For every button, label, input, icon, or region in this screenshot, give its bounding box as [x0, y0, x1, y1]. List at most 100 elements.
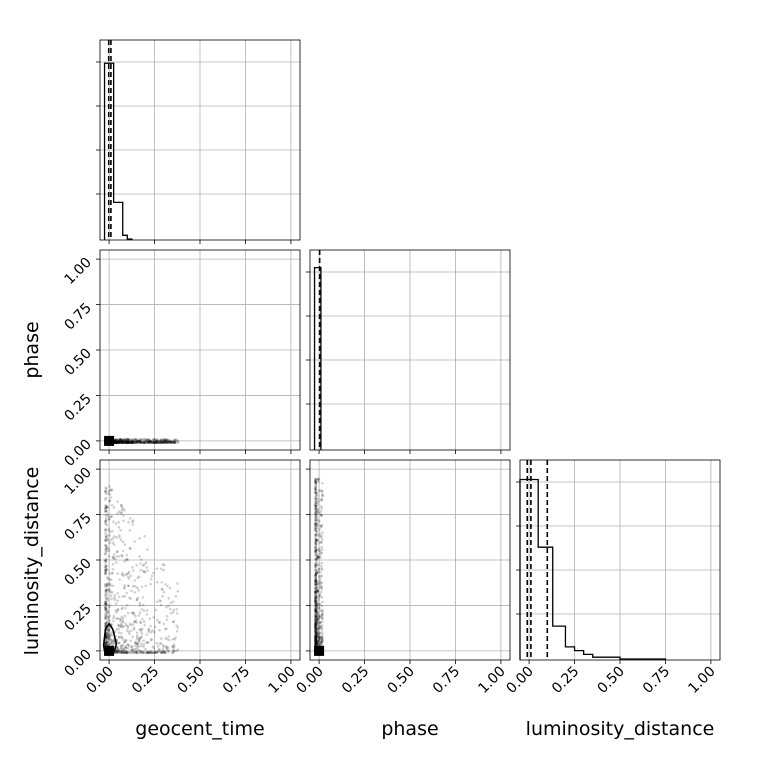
- scatter-point: [140, 642, 143, 645]
- y-tick-label: 1.00: [61, 465, 94, 498]
- scatter-point: [318, 520, 321, 523]
- scatter-point: [124, 606, 127, 610]
- scatter-point: [321, 494, 324, 498]
- x-tick-label: 0.25: [129, 664, 162, 697]
- scatter-point: [164, 438, 168, 442]
- scatter-point: [134, 437, 138, 441]
- scatter-point: [154, 440, 157, 444]
- scatter-point: [127, 439, 131, 443]
- scatter-point: [314, 524, 317, 528]
- scatter-point: [159, 441, 163, 444]
- scatter-point: [121, 440, 124, 444]
- scatter-point: [140, 441, 144, 445]
- scatter-point: [147, 441, 150, 444]
- scatter-point: [117, 651, 120, 654]
- scatter-point: [104, 592, 107, 596]
- scatter-point: [163, 439, 167, 443]
- scatter-point: [143, 571, 147, 574]
- scatter-point: [165, 646, 169, 650]
- y-tick-label: 0.50: [61, 346, 94, 379]
- scatter-point: [165, 438, 169, 441]
- scatter-point: [114, 440, 117, 444]
- scatter-point: [119, 538, 123, 542]
- scatter-point: [315, 539, 318, 542]
- scatter-point: [172, 440, 175, 444]
- scatter-point: [104, 520, 108, 523]
- scatter-point: [117, 441, 120, 444]
- scatter-point: [152, 441, 155, 444]
- scatter-point: [314, 605, 318, 609]
- scatter-point: [116, 512, 119, 515]
- scatter-point: [134, 584, 137, 588]
- scatter-point: [113, 439, 117, 443]
- scatter-point: [139, 440, 142, 443]
- scatter-point: [152, 438, 155, 441]
- scatter-point: [143, 534, 146, 538]
- scatter-point: [122, 439, 126, 442]
- scatter-point: [124, 441, 128, 444]
- scatter-point: [148, 651, 151, 655]
- scatter-point: [158, 642, 162, 646]
- panel-scatter-luminosity_distance-geocent_time: 0.00 0.25 0.50 0.75 1.00 0.00 0.25 0.50 0.75 1.00: [61, 459, 301, 697]
- scatter-point: [104, 506, 108, 510]
- scatter-point: [315, 532, 318, 536]
- scatter-point: [137, 439, 140, 443]
- scatter-point: [175, 629, 179, 633]
- scatter-point: [168, 607, 172, 611]
- scatter-point: [113, 438, 117, 442]
- scatter-point: [117, 595, 121, 599]
- scatter-point: [131, 439, 134, 443]
- scatter-point: [127, 441, 130, 444]
- scatter-point: [159, 441, 163, 444]
- scatter-point: [108, 534, 112, 537]
- scatter-point: [168, 440, 172, 444]
- scatter-point: [111, 529, 114, 533]
- scatter-point: [134, 441, 138, 444]
- scatter-point: [105, 588, 109, 591]
- scatter-point: [111, 590, 114, 594]
- scatter-point: [120, 646, 123, 650]
- scatter-point: [137, 439, 141, 443]
- scatter-point: [104, 498, 107, 501]
- scatter-point: [147, 640, 150, 644]
- scatter-point: [118, 636, 121, 639]
- scatter-point: [116, 500, 119, 503]
- scatter-point: [123, 594, 126, 598]
- scatter-point: [116, 440, 119, 443]
- scatter-point: [124, 622, 127, 625]
- scatter-point: [161, 438, 165, 441]
- scatter-point: [129, 441, 133, 444]
- scatter-point: [147, 628, 151, 632]
- scatter-point: [139, 441, 143, 444]
- scatter-point: [107, 489, 111, 493]
- scatter-point: [118, 438, 122, 441]
- scatter-point: [169, 439, 173, 443]
- scatter-point: [138, 438, 142, 441]
- scatter-point: [117, 439, 121, 443]
- scatter-point: [134, 441, 138, 444]
- scatter-point: [131, 523, 134, 526]
- scatter-point: [105, 642, 108, 645]
- scatter-point: [132, 440, 136, 443]
- scatter-point: [169, 612, 173, 615]
- scatter-point: [130, 648, 134, 651]
- scatter-point: [104, 492, 108, 495]
- scatter-point: [130, 645, 134, 648]
- scatter-point: [317, 629, 320, 632]
- scatter-point: [128, 438, 132, 441]
- scatter-point: [146, 651, 149, 655]
- scatter-point: [104, 496, 108, 500]
- scatter-point: [154, 441, 157, 445]
- scatter-point: [125, 437, 129, 441]
- scatter-point: [145, 651, 149, 654]
- scatter-point: [140, 440, 144, 444]
- scatter-point: [148, 440, 152, 443]
- scatter-point: [174, 594, 178, 598]
- scatter-point: [123, 440, 127, 444]
- scatter-point: [147, 438, 151, 442]
- scatter-point: [104, 602, 108, 606]
- scatter-point: [127, 441, 130, 444]
- scatter-point: [124, 646, 128, 650]
- scatter-point: [114, 441, 118, 445]
- scatter-point: [139, 438, 143, 442]
